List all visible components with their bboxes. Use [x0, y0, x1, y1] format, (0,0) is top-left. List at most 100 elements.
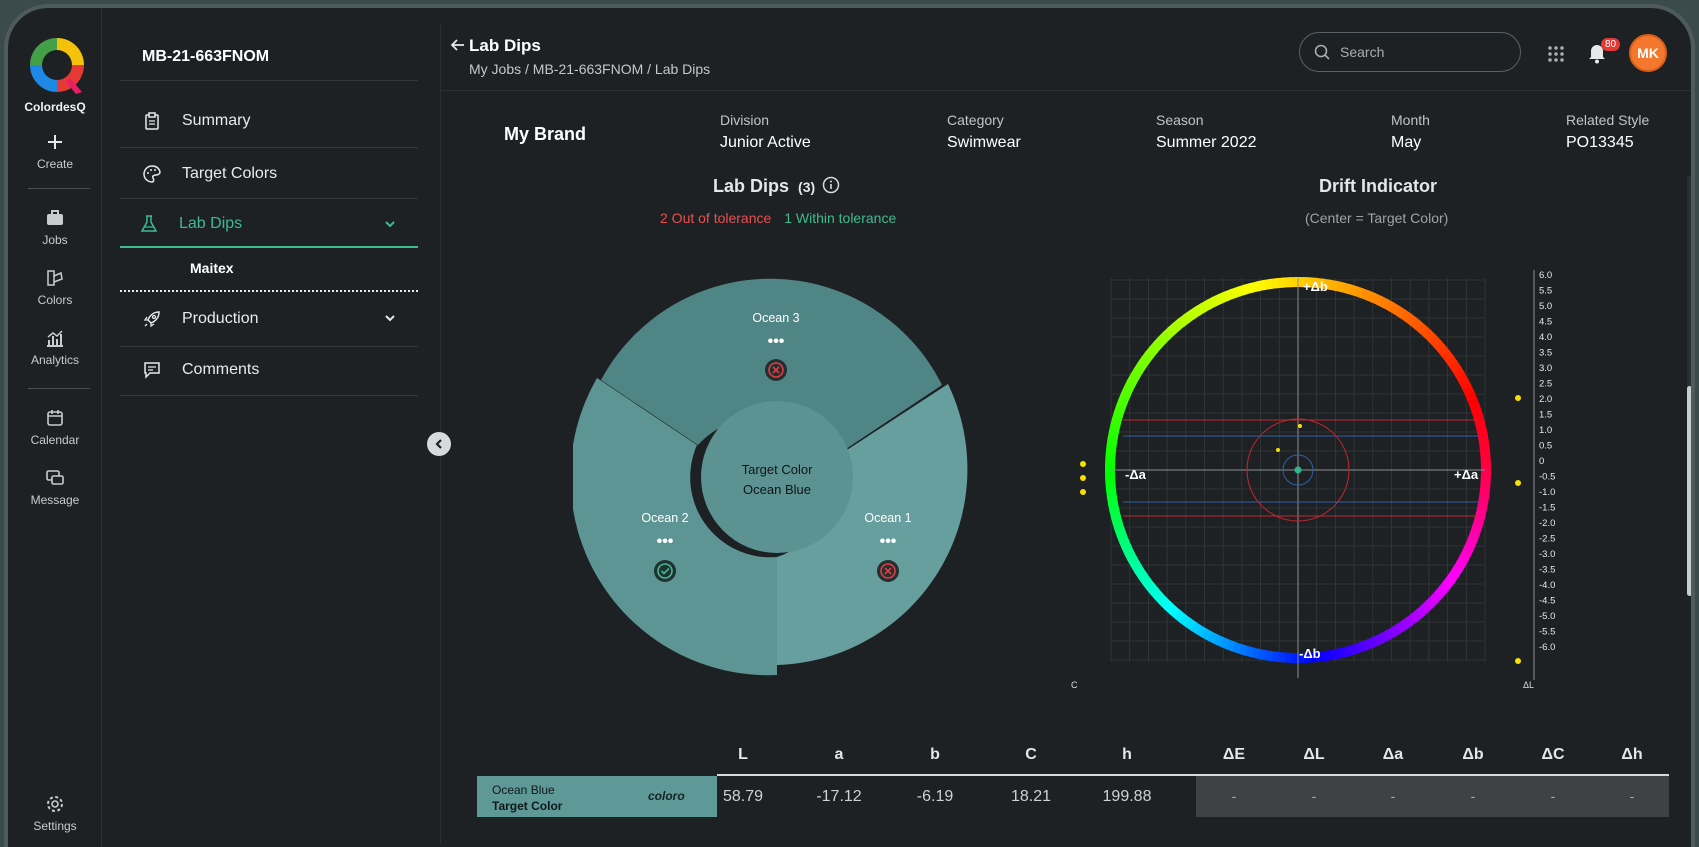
rail-colors[interactable]: Colors — [8, 268, 102, 307]
meta-label: Season — [1156, 112, 1204, 128]
target-point — [1294, 466, 1302, 474]
table-cell: - — [1470, 788, 1476, 804]
delta-l-point[interactable] — [1515, 480, 1521, 486]
nav-item-comments[interactable]: Comments — [120, 347, 418, 393]
nav-divider — [120, 147, 418, 148]
segment-ocean-1[interactable] — [777, 384, 968, 665]
flask-icon — [140, 215, 158, 232]
nav-label: Summary — [182, 112, 251, 129]
drift-title: Drift Indicator — [1319, 176, 1438, 196]
rail-analytics[interactable]: Analytics — [8, 328, 102, 367]
rail-jobs[interactable]: Jobs — [8, 208, 102, 247]
scale-tick-label: 0.5 — [1539, 441, 1552, 452]
rail-divider — [28, 188, 90, 189]
nav-divider — [120, 198, 418, 199]
avatar[interactable]: MK — [1629, 34, 1667, 72]
delta-l-point[interactable] — [1515, 395, 1521, 401]
table-cell: - — [1550, 788, 1556, 804]
scale-tick-label: 1.0 — [1539, 425, 1552, 436]
header-divider — [441, 90, 1691, 91]
scale-tick-label: 6.0 — [1539, 270, 1552, 281]
meta-month: Month May — [1391, 112, 1430, 152]
delta-c-point[interactable] — [1080, 489, 1086, 495]
lab-dips-title-text: Lab Dips — [713, 176, 790, 196]
scrollbar-thumb[interactable] — [1687, 386, 1691, 596]
rail-label: Jobs — [42, 233, 68, 247]
breadcrumb[interactable]: My Jobs / MB-21-663FNOM / Lab Dips — [469, 61, 711, 77]
calendar-icon — [47, 410, 63, 426]
col-header: Δa — [1382, 746, 1404, 763]
scale-tick-label: -5.5 — [1539, 627, 1555, 638]
meta-season: Season Summer 2022 — [1156, 112, 1257, 152]
rail-message[interactable]: Message — [8, 468, 102, 507]
table-cell: 58.79 — [722, 788, 764, 805]
target-color-cell[interactable]: Ocean Blue Target Color coloro — [477, 776, 717, 817]
scrollbar-track[interactable] — [1687, 176, 1691, 594]
rail-divider — [28, 388, 90, 389]
table-cell: - — [1390, 788, 1396, 804]
apps-grid-icon[interactable] — [1547, 45, 1565, 63]
more-icon[interactable]: ••• — [657, 533, 674, 550]
info-icon[interactable] — [822, 176, 840, 194]
delta-cells-background — [1196, 776, 1669, 817]
comment-icon — [144, 362, 160, 379]
delta-c-point[interactable] — [1080, 461, 1086, 467]
app-name: ColordesQ — [24, 100, 86, 114]
collapse-sidebar-button[interactable] — [427, 432, 451, 456]
segment-ocean-2[interactable] — [573, 378, 777, 676]
colordesq-logo — [30, 38, 84, 94]
bell-icon[interactable] — [1587, 42, 1607, 64]
clipboard-icon — [145, 112, 159, 130]
scale-tick-label: 4.0 — [1539, 332, 1552, 343]
more-icon[interactable]: ••• — [768, 333, 785, 350]
nav-item-summary[interactable]: Summary — [120, 98, 418, 144]
nav-item-target-colors[interactable]: Target Colors — [120, 151, 418, 197]
notification-badge: 80 — [1601, 38, 1621, 51]
chevron-down-icon — [385, 221, 395, 228]
nav-label: Lab Dips — [179, 215, 243, 232]
page-title: Lab Dips — [469, 36, 541, 55]
target-color-name: Ocean Blue Target Color — [492, 782, 562, 814]
drift-subtitle: (Center = Target Color) — [1305, 210, 1449, 226]
col-header: Δb — [1462, 746, 1484, 763]
drift-point[interactable] — [1298, 424, 1302, 428]
rail-label: Create — [36, 157, 74, 171]
search-input[interactable] — [1340, 44, 1500, 60]
more-icon[interactable]: ••• — [880, 533, 897, 550]
col-header: Δh — [1621, 746, 1643, 763]
col-header: b — [930, 746, 940, 763]
minus-b-label: -Δb — [1299, 646, 1321, 661]
scale-tick-label: 2.0 — [1539, 394, 1552, 405]
meta-value: PO13345 — [1566, 134, 1634, 151]
job-nav: MB-21-663FNOM Summary Target Colors Lab … — [120, 8, 418, 847]
col-header: ΔL — [1303, 746, 1325, 763]
drift-point[interactable] — [1276, 448, 1280, 452]
rail-settings[interactable]: Settings — [8, 794, 102, 833]
table-cell: -17.12 — [816, 788, 862, 805]
rail-label: Message — [30, 493, 80, 507]
scale-tick-label: -1.5 — [1539, 503, 1555, 514]
nav-item-production[interactable]: Production — [120, 296, 418, 342]
target-center — [701, 401, 853, 553]
meta-value: Summer 2022 — [1156, 134, 1257, 151]
meta-division: Division Junior Active — [720, 112, 811, 152]
table-cell: - — [1231, 788, 1237, 804]
delta-c-point[interactable] — [1080, 475, 1086, 481]
search-box[interactable] — [1299, 32, 1521, 72]
meta-value: May — [1391, 134, 1422, 151]
fail-status-icon — [765, 359, 787, 381]
right-scale-ticks: 6.0 5.5 5.0 4.5 4.0 3.5 3.0 2.5 2.0 1.5 1.0 0.5 0 -0.… — [1539, 270, 1555, 653]
nav-item-lab-dips[interactable]: Lab Dips — [120, 202, 418, 248]
col-header: h — [1122, 746, 1132, 763]
brand-name: My Brand — [504, 124, 587, 144]
rail-create[interactable]: Create — [8, 132, 102, 171]
delta-l-point[interactable] — [1515, 658, 1521, 664]
plus-a-label: +Δa — [1454, 467, 1479, 482]
rail-calendar[interactable]: Calendar — [8, 408, 102, 447]
dip-label: Ocean 3 — [752, 311, 799, 325]
coloro-logo: coloro — [648, 789, 685, 803]
back-arrow-icon[interactable] — [451, 38, 465, 52]
briefcase-icon — [47, 210, 63, 225]
lab-dip-supplier-maitex[interactable]: Maitex — [190, 260, 234, 276]
delta-c-axis-label: ΔC — [1071, 680, 1078, 690]
